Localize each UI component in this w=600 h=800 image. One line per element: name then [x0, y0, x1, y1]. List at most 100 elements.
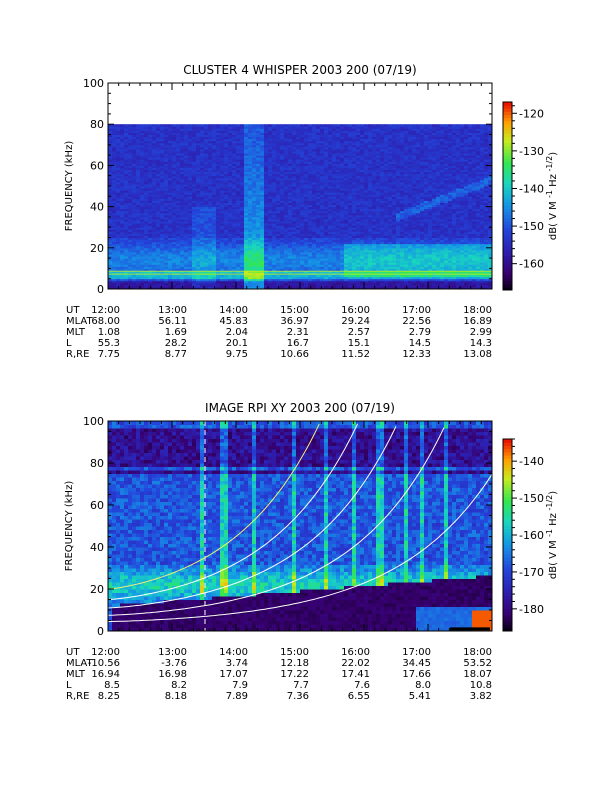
table-cell: 15:00	[280, 647, 309, 658]
table-cell: 29.24	[341, 316, 370, 327]
table-cell: 45.83	[219, 316, 248, 327]
y-tick-label: 20	[90, 242, 104, 255]
table-cell: 17.41	[341, 669, 370, 680]
table-cell: 17:00	[402, 647, 431, 658]
table-cell: 56.11	[158, 316, 187, 327]
colorbar: -120 -130 -140 -150 -160 dB( V M -1 Hz -1/2)	[502, 101, 559, 291]
table-cell: 7.36	[287, 691, 309, 702]
y-tick-label: 40	[90, 541, 104, 554]
table-cell: 2.99	[470, 327, 492, 338]
table-cell: 14.3	[470, 338, 492, 349]
table-cell: 2.57	[348, 327, 370, 338]
table-row-label: UT	[66, 305, 80, 316]
table-cell: 16:00	[341, 305, 370, 316]
table-cell: 12:00	[91, 305, 120, 316]
table-cell: 16.94	[91, 669, 120, 680]
table-cell: 6.55	[348, 691, 370, 702]
table-cell: 2.31	[287, 327, 309, 338]
table-cell: 1.69	[165, 327, 187, 338]
colorbar-tick-label: -130	[519, 145, 544, 158]
table-cell: 7.7	[293, 680, 309, 691]
y-tick-label: 100	[83, 415, 104, 428]
table-cell: 12.18	[280, 658, 309, 669]
table-cell: 10.66	[280, 349, 309, 360]
table-cell: 7.6	[354, 680, 370, 691]
table-cell: 7.89	[226, 691, 248, 702]
table-cell: 34.45	[402, 658, 431, 669]
table-cell: 22.56	[402, 316, 431, 327]
colorbar-tick-label: -140	[519, 182, 544, 195]
table-cell: 10.8	[470, 680, 492, 691]
table-row-label: MLT	[66, 669, 86, 680]
table-cell: 17:00	[402, 305, 431, 316]
table-cell: 2.79	[409, 327, 431, 338]
spectrogram	[107, 421, 493, 632]
table-cell: 8.77	[165, 349, 187, 360]
table-cell: 13:00	[158, 647, 187, 658]
table-cell: 18.07	[463, 669, 492, 680]
table-cell: 15:00	[280, 305, 309, 316]
table-cell: 3.82	[470, 691, 492, 702]
table-cell: 8.5	[104, 680, 120, 691]
table-cell: 16.98	[158, 669, 187, 680]
table-cell: 53.52	[463, 658, 492, 669]
table-row-label: L	[66, 338, 72, 349]
y-tick-label: 80	[90, 118, 104, 131]
table-cell: 17.07	[219, 669, 248, 680]
colorbar-tick-label: -140	[519, 455, 544, 468]
colorbar-tick-label: -180	[519, 603, 544, 616]
table-cell: 16.89	[463, 316, 492, 327]
y-tick-label: 0	[97, 625, 104, 638]
table-cell: 13.08	[463, 349, 492, 360]
table-cell: 12:00	[91, 647, 120, 658]
table-cell: 14:00	[219, 305, 248, 316]
table-cell: 1.08	[98, 327, 120, 338]
table-cell: 3.74	[226, 658, 248, 669]
table-cell: 8.2	[171, 680, 187, 691]
table-cell: 16.7	[287, 338, 309, 349]
y-tick-label: 60	[90, 499, 104, 512]
table-cell: 14.5	[409, 338, 431, 349]
table-cell: 20.1	[226, 338, 248, 349]
y-tick-label: 80	[90, 457, 104, 470]
table-cell: 16:00	[341, 647, 370, 658]
table-cell: 8.18	[165, 691, 187, 702]
table-cell: 15.1	[348, 338, 370, 349]
table-cell: 8.0	[415, 680, 431, 691]
table-cell: 11.52	[341, 349, 370, 360]
table-cell: 28.2	[165, 338, 187, 349]
colorbar: -140 -150 -160 -170 -180 dB( V M -1 Hz -1/2)	[502, 438, 559, 632]
table-cell: 12.33	[402, 349, 431, 360]
table-cell: 13:00	[158, 305, 187, 316]
y-tick-label: 20	[90, 583, 104, 596]
colorbar-tick-label: -120	[519, 107, 544, 120]
table-cell: 18:00	[463, 305, 492, 316]
chart-title: CLUSTER 4 WHISPER 2003 200 (07/19)	[183, 63, 416, 77]
colorbar-tick-label: -150	[519, 492, 544, 505]
table-cell: -3.76	[161, 658, 187, 669]
y-tick-label: 40	[90, 201, 104, 214]
colorbar-tick-label: -150	[519, 220, 544, 233]
chart-title: IMAGE RPI XY 2003 200 (07/19)	[205, 401, 395, 415]
spectrogram	[108, 124, 493, 290]
colorbar-tick-label: -160	[519, 258, 544, 271]
colorbar-tick-label: -170	[519, 566, 544, 579]
table-cell: 17.66	[402, 669, 431, 680]
table-cell: 9.75	[226, 349, 248, 360]
table-cell: -10.56	[88, 658, 120, 669]
table-cell: 2.04	[226, 327, 248, 338]
y-axis-label: FREQUENCY (kHz)	[64, 141, 75, 232]
table-row-label: UT	[66, 647, 80, 658]
table-cell: 36.97	[280, 316, 309, 327]
colorbar-label: dB( V M -1 Hz -1/2)	[545, 152, 559, 240]
table-cell: 14:00	[219, 647, 248, 658]
rpi-panel: IMAGE RPI XY 2003 200 (07/19) 0 20 40 60 80 10…	[64, 401, 559, 702]
colorbar-tick-label: -160	[519, 529, 544, 542]
table-cell: 22.02	[341, 658, 370, 669]
table-cell: 7.9	[232, 680, 248, 691]
table-row-label: R,RE	[66, 349, 89, 360]
table-row-label: L	[66, 680, 72, 691]
table-row-label: R,RE	[66, 691, 89, 702]
table-cell: 17.22	[280, 669, 309, 680]
